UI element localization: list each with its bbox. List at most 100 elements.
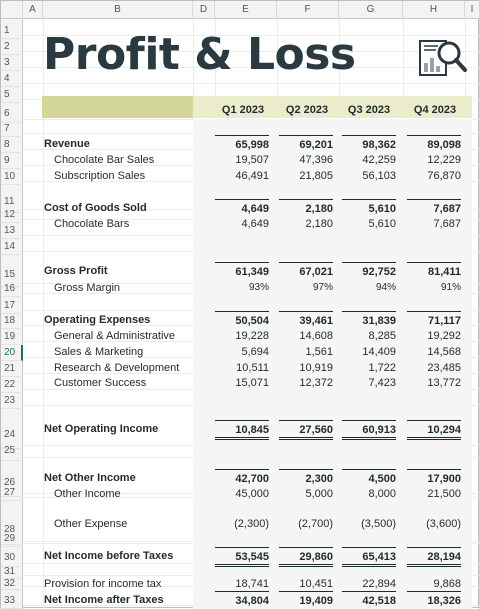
value-revenue-q1[interactable]: 65,998 bbox=[215, 135, 269, 152]
quarter-header-q3[interactable]: Q3 2023 bbox=[347, 104, 391, 116]
row-header-29[interactable]: 29 bbox=[1, 531, 23, 547]
row-header-33[interactable]: 33 bbox=[1, 593, 23, 609]
value-choc-sales-q3[interactable]: 42,259 bbox=[362, 154, 396, 166]
row-header-21[interactable]: 21 bbox=[1, 361, 23, 377]
row-header-7[interactable]: 7 bbox=[1, 121, 23, 137]
row-header-15[interactable]: 15 bbox=[1, 263, 23, 287]
value-nibt-q4[interactable]: 28,194 bbox=[407, 547, 461, 567]
value-noi-q1[interactable]: 10,845 bbox=[215, 420, 269, 440]
value-choc-bars-q3[interactable]: 5,610 bbox=[368, 218, 396, 230]
row-header-10[interactable]: 10 bbox=[1, 169, 23, 185]
value-opex-q2[interactable]: 39,461 bbox=[279, 311, 333, 328]
column-header-e[interactable]: E bbox=[215, 1, 277, 19]
value-gross-margin-q3[interactable]: 94% bbox=[375, 282, 396, 293]
row-header-1[interactable]: 1 bbox=[1, 23, 23, 39]
value-sub-sales-q2[interactable]: 21,805 bbox=[299, 170, 333, 182]
value-net-other-q4[interactable]: 17,900 bbox=[407, 469, 461, 486]
line-label-nibt[interactable]: Net Income before Taxes bbox=[44, 550, 174, 562]
value-noi-q4[interactable]: 10,294 bbox=[407, 420, 461, 440]
value-choc-sales-q2[interactable]: 47,396 bbox=[299, 154, 333, 166]
select-all-corner[interactable] bbox=[1, 1, 23, 19]
row-header-14[interactable]: 14 bbox=[1, 239, 23, 255]
row-header-28[interactable]: 28 bbox=[1, 515, 23, 545]
value-nibt-q2[interactable]: 29,860 bbox=[279, 547, 333, 567]
line-label-rd[interactable]: Research & Development bbox=[54, 362, 180, 374]
value-opex-q1[interactable]: 50,504 bbox=[215, 311, 269, 328]
value-choc-bars-q2[interactable]: 2,180 bbox=[305, 218, 333, 230]
value-rd-q3[interactable]: 1,722 bbox=[368, 362, 396, 374]
row-header-24[interactable]: 24 bbox=[1, 421, 23, 449]
value-choc-sales-q1[interactable]: 19,507 bbox=[235, 154, 269, 166]
value-ga-q1[interactable]: 19,228 bbox=[235, 330, 269, 342]
value-sub-sales-q4[interactable]: 76,870 bbox=[427, 170, 461, 182]
value-provision-q2[interactable]: 10,451 bbox=[299, 578, 333, 590]
value-ga-q4[interactable]: 19,292 bbox=[427, 330, 461, 342]
value-provision-q3[interactable]: 22,894 bbox=[362, 578, 396, 590]
row-header-11[interactable]: 11 bbox=[1, 191, 23, 213]
row-header-13[interactable]: 13 bbox=[1, 223, 23, 239]
row-header-3[interactable]: 3 bbox=[1, 55, 23, 71]
row-header-30[interactable]: 30 bbox=[1, 549, 23, 567]
row-header-8[interactable]: 8 bbox=[1, 137, 23, 153]
value-nibt-q3[interactable]: 65,413 bbox=[342, 547, 396, 567]
value-sm-q1[interactable]: 5,694 bbox=[241, 346, 269, 358]
value-other-income-q2[interactable]: 5,000 bbox=[305, 488, 333, 500]
line-label-gross-profit[interactable]: Gross Profit bbox=[44, 265, 108, 277]
value-choc-sales-q4[interactable]: 12,229 bbox=[427, 154, 461, 166]
value-other-income-q1[interactable]: 45,000 bbox=[235, 488, 269, 500]
value-gross-profit-q1[interactable]: 61,349 bbox=[215, 262, 269, 279]
value-net-other-q1[interactable]: 42,700 bbox=[215, 469, 269, 486]
column-header-g[interactable]: G bbox=[339, 1, 403, 19]
row-header-16[interactable]: 16 bbox=[1, 280, 23, 297]
value-gross-margin-q1[interactable]: 93% bbox=[248, 282, 269, 293]
row-header-2[interactable]: 2 bbox=[1, 39, 23, 55]
row-header-22[interactable]: 22 bbox=[1, 377, 23, 393]
value-opex-q3[interactable]: 31,839 bbox=[342, 311, 396, 328]
value-other-expense-q1[interactable]: (2,300) bbox=[234, 518, 269, 530]
line-label-ga[interactable]: General & Administrative bbox=[54, 330, 176, 342]
value-other-income-q3[interactable]: 8,000 bbox=[368, 488, 396, 500]
value-other-expense-q4[interactable]: (3,600) bbox=[426, 518, 461, 530]
value-choc-bars-q4[interactable]: 7,687 bbox=[433, 218, 461, 230]
line-label-cogs[interactable]: Cost of Goods Sold bbox=[44, 202, 147, 214]
line-label-revenue[interactable]: Revenue bbox=[44, 138, 90, 150]
column-header-f[interactable]: F bbox=[277, 1, 339, 19]
value-ga-q2[interactable]: 14,608 bbox=[299, 330, 333, 342]
row-header-23[interactable]: 23 bbox=[1, 393, 23, 409]
value-noi-q3[interactable]: 60,913 bbox=[342, 420, 396, 440]
value-gross-margin-q4[interactable]: 91% bbox=[440, 282, 461, 293]
row-header-4[interactable]: 4 bbox=[1, 71, 23, 87]
value-revenue-q2[interactable]: 69,201 bbox=[279, 135, 333, 152]
row-header-26[interactable]: 26 bbox=[1, 469, 23, 497]
value-other-expense-q2[interactable]: (2,700) bbox=[298, 518, 333, 530]
line-label-sm[interactable]: Sales & Marketing bbox=[54, 346, 144, 358]
value-cs-q1[interactable]: 15,071 bbox=[235, 377, 269, 389]
column-header-h[interactable]: H bbox=[403, 1, 465, 19]
value-opex-q4[interactable]: 71,117 bbox=[407, 311, 461, 328]
quarter-header-q2[interactable]: Q2 2023 bbox=[285, 104, 329, 116]
value-niat-q4[interactable]: 18,326 bbox=[407, 591, 461, 608]
value-cs-q2[interactable]: 12,372 bbox=[299, 377, 333, 389]
line-label-noi[interactable]: Net Operating Income bbox=[44, 423, 159, 435]
value-other-income-q4[interactable]: 21,500 bbox=[427, 488, 461, 500]
row-header-27[interactable]: 27 bbox=[1, 485, 23, 501]
value-cogs-q3[interactable]: 5,610 bbox=[342, 199, 396, 216]
value-net-other-q3[interactable]: 4,500 bbox=[342, 469, 396, 486]
line-label-choc-sales[interactable]: Chocolate Bar Sales bbox=[54, 154, 155, 166]
row-header-9[interactable]: 9 bbox=[1, 153, 23, 169]
value-sub-sales-q1[interactable]: 46,491 bbox=[235, 170, 269, 182]
value-sm-q2[interactable]: 1,561 bbox=[305, 346, 333, 358]
row-header-18[interactable]: 18 bbox=[1, 313, 23, 329]
row-header-6[interactable]: 6 bbox=[1, 105, 23, 123]
column-header-d[interactable]: D bbox=[193, 1, 215, 19]
value-cogs-q1[interactable]: 4,649 bbox=[215, 199, 269, 216]
value-ga-q3[interactable]: 8,285 bbox=[368, 330, 396, 342]
quarter-header-q4[interactable]: Q4 2023 bbox=[413, 104, 457, 116]
line-label-opex[interactable]: Operating Expenses bbox=[44, 314, 151, 326]
value-sm-q3[interactable]: 14,409 bbox=[362, 346, 396, 358]
row-header-20[interactable]: 20 bbox=[1, 345, 23, 361]
row-header-17[interactable]: 17 bbox=[1, 297, 23, 314]
row-header-5[interactable]: 5 bbox=[1, 87, 23, 103]
row-header-31[interactable]: 31 bbox=[1, 564, 23, 579]
value-rd-q4[interactable]: 23,485 bbox=[427, 362, 461, 374]
